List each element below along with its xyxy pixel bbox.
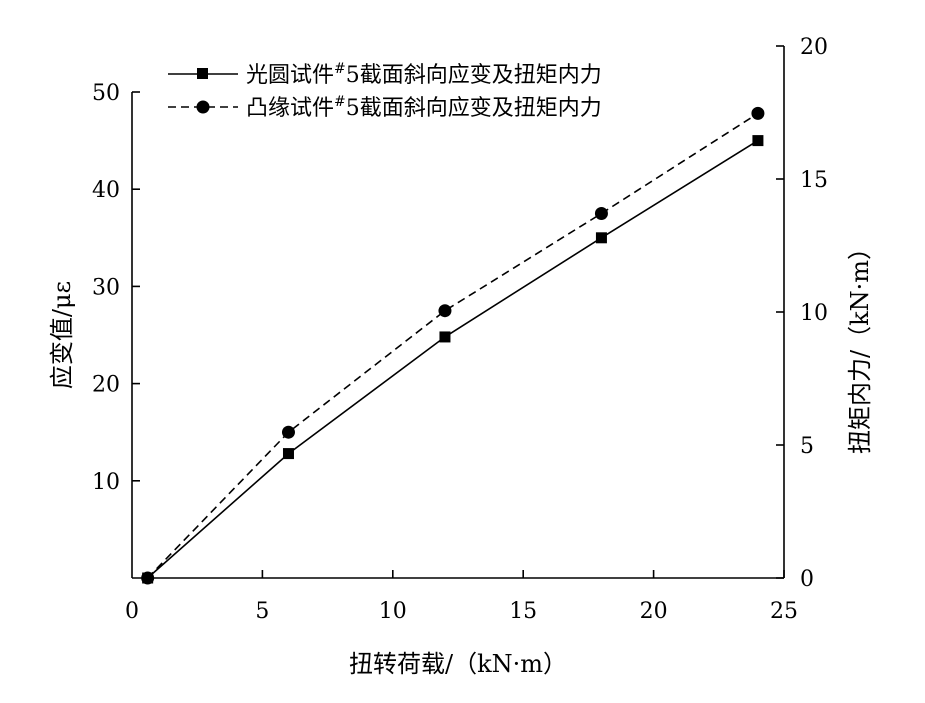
legend-label-dashed-a: 凸缘试件 xyxy=(246,96,334,121)
series-0-point xyxy=(595,232,607,244)
series-layer xyxy=(141,106,765,585)
x-tick-label: 5 xyxy=(255,599,269,624)
legend-item-dashed: 凸缘试件#5截面斜向应变及扭矩内力 xyxy=(168,94,602,121)
series-0-point xyxy=(439,331,451,343)
y-right-tick-label: 0 xyxy=(800,567,814,592)
x-tick-label: 15 xyxy=(509,599,537,624)
series-1-point xyxy=(281,425,295,439)
y-left-tick-label: 20 xyxy=(92,373,120,398)
x-tick-label: 10 xyxy=(379,599,407,624)
legend-marker-circle xyxy=(196,100,210,114)
y-left-ticks: 10 20 30 40 50 xyxy=(92,81,140,495)
series-0-point xyxy=(752,135,764,147)
legend-item-solid: 光圆试件#5截面斜向应变及扭矩内力 xyxy=(168,61,602,88)
y-left-tick-label: 30 xyxy=(92,275,120,300)
x-tick-label: 25 xyxy=(770,599,798,624)
series-0-point xyxy=(282,448,294,460)
legend-label-dashed-b: 5截面斜向应变及扭矩内力 xyxy=(346,96,602,121)
y-right-tick-label: 15 xyxy=(800,168,828,193)
y-right-tick-label: 10 xyxy=(800,301,828,326)
y-left-tick-label: 50 xyxy=(92,81,120,106)
legend-marker-square xyxy=(197,68,208,79)
x-tick-label: 0 xyxy=(125,599,139,624)
y-axis-right-title: 扭矩内力/（kN·m） xyxy=(846,236,874,454)
series-1-point xyxy=(141,571,155,585)
x-ticks: 0 5 10 15 20 25 xyxy=(125,570,798,624)
legend-label-solid: 光圆试件#5截面斜向应变及扭矩内力 xyxy=(246,61,602,88)
series-line-1 xyxy=(147,112,759,579)
legend-label-solid-b: 5截面斜向应变及扭矩内力 xyxy=(346,63,602,88)
legend: 光圆试件#5截面斜向应变及扭矩内力 凸缘试件#5截面斜向应变及扭矩内力 xyxy=(168,61,602,121)
y-right-tick-label: 5 xyxy=(800,434,814,459)
series-line-0 xyxy=(147,139,759,579)
legend-label-solid-a: 光圆试件 xyxy=(246,63,334,88)
legend-label-dashed-sup: # xyxy=(334,94,346,110)
legend-label-dashed: 凸缘试件#5截面斜向应变及扭矩内力 xyxy=(246,94,602,121)
y-right-ticks: 0 5 10 15 20 xyxy=(776,35,828,592)
legend-label-solid-sup: # xyxy=(334,61,346,77)
y-axis-left-title: 应变值/με xyxy=(48,281,76,389)
x-tick-label: 20 xyxy=(640,599,668,624)
plot-area xyxy=(131,46,785,579)
y-right-tick-label: 20 xyxy=(800,35,828,60)
series-1-point xyxy=(751,106,765,120)
x-axis-title: 扭转荷载/（kN·m） xyxy=(349,650,567,678)
series-1-point xyxy=(594,207,608,220)
y-left-tick-label: 10 xyxy=(92,470,120,495)
series-1-point xyxy=(438,304,452,318)
y-left-tick-label: 40 xyxy=(92,178,120,203)
